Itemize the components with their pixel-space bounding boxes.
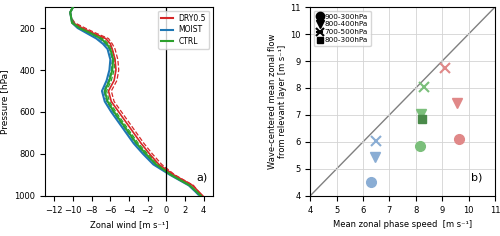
DRY0.5 [171, 173, 177, 176]
MOIST [69, 21, 75, 24]
CTRL [102, 90, 108, 93]
MOIST [102, 100, 108, 103]
DRY0.5 [111, 79, 117, 82]
CTRL [76, 27, 82, 30]
DRY0.5 [116, 110, 122, 113]
CTRL [88, 32, 94, 35]
CTRL [109, 69, 115, 72]
MOIST [99, 90, 105, 93]
MOIST [104, 79, 110, 82]
MOIST [74, 27, 80, 30]
Y-axis label: Pressure [hPa]: Pressure [hPa] [0, 69, 8, 134]
DRY0.5 [67, 11, 73, 14]
CTRL [108, 48, 114, 51]
CTRL [118, 121, 124, 124]
DRY0.5 [113, 69, 119, 72]
MOIST [150, 163, 156, 166]
X-axis label: Zonal wind [m s⁻¹]: Zonal wind [m s⁻¹] [90, 220, 168, 229]
MOIST [106, 69, 112, 72]
DRY0.5 [156, 163, 162, 166]
CTRL [104, 42, 110, 45]
CTRL [111, 110, 117, 113]
DRY0.5 [108, 42, 114, 45]
DRY0.5 [123, 121, 129, 124]
MOIST [116, 121, 122, 124]
DRY0.5 [102, 37, 108, 40]
CTRL [186, 184, 192, 187]
MOIST [104, 48, 110, 51]
DRY0.5 [80, 27, 86, 30]
MOIST [140, 152, 146, 155]
Legend: 900-300hPa, 800-400hPa, 700-500hPa, 800-300hPa: 900-300hPa, 800-400hPa, 700-500hPa, 800-… [314, 11, 370, 46]
MOIST [130, 142, 136, 145]
CTRL [98, 37, 104, 40]
Legend: DRY0.5, MOIST, CTRL: DRY0.5, MOIST, CTRL [158, 11, 209, 49]
DRY0.5 [108, 100, 114, 103]
CTRL [104, 100, 110, 103]
CTRL [198, 194, 204, 197]
DRY0.5 [138, 142, 144, 145]
MOIST [68, 16, 74, 19]
DRY0.5 [146, 152, 152, 155]
DRY0.5 [190, 184, 196, 187]
X-axis label: Mean zonal phase speed  [m s⁻¹]: Mean zonal phase speed [m s⁻¹] [333, 220, 472, 229]
Y-axis label: Wave-centered mean zonal flow
from relevant layer [m s⁻¹]: Wave-centered mean zonal flow from relev… [268, 34, 287, 169]
DRY0.5 [106, 90, 112, 93]
MOIST [167, 173, 173, 176]
DRY0.5 [68, 16, 74, 19]
CTRL [106, 79, 112, 82]
CTRL [67, 11, 73, 14]
MOIST [186, 184, 192, 187]
DRY0.5 [70, 6, 76, 8]
CTRL [68, 16, 74, 19]
CTRL [70, 6, 76, 8]
MOIST [123, 131, 129, 134]
Line: CTRL: CTRL [70, 7, 201, 196]
MOIST [108, 110, 114, 113]
MOIST [197, 194, 203, 197]
CTRL [143, 152, 149, 155]
CTRL [168, 173, 174, 176]
DRY0.5 [130, 131, 136, 134]
MOIST [67, 11, 73, 14]
DRY0.5 [109, 48, 115, 51]
CTRL [126, 131, 132, 134]
CTRL [134, 142, 140, 145]
Text: b): b) [471, 173, 482, 183]
CTRL [69, 21, 75, 24]
MOIST [94, 37, 100, 40]
CTRL [110, 58, 116, 61]
Text: a): a) [196, 173, 207, 183]
MOIST [108, 58, 114, 61]
MOIST [84, 32, 90, 35]
DRY0.5 [90, 32, 96, 35]
DRY0.5 [70, 21, 76, 24]
MOIST [100, 42, 106, 45]
DRY0.5 [112, 58, 118, 61]
Line: DRY0.5: DRY0.5 [70, 7, 203, 196]
DRY0.5 [200, 194, 206, 197]
MOIST [70, 6, 76, 8]
CTRL [153, 163, 159, 166]
Line: MOIST: MOIST [70, 7, 200, 196]
